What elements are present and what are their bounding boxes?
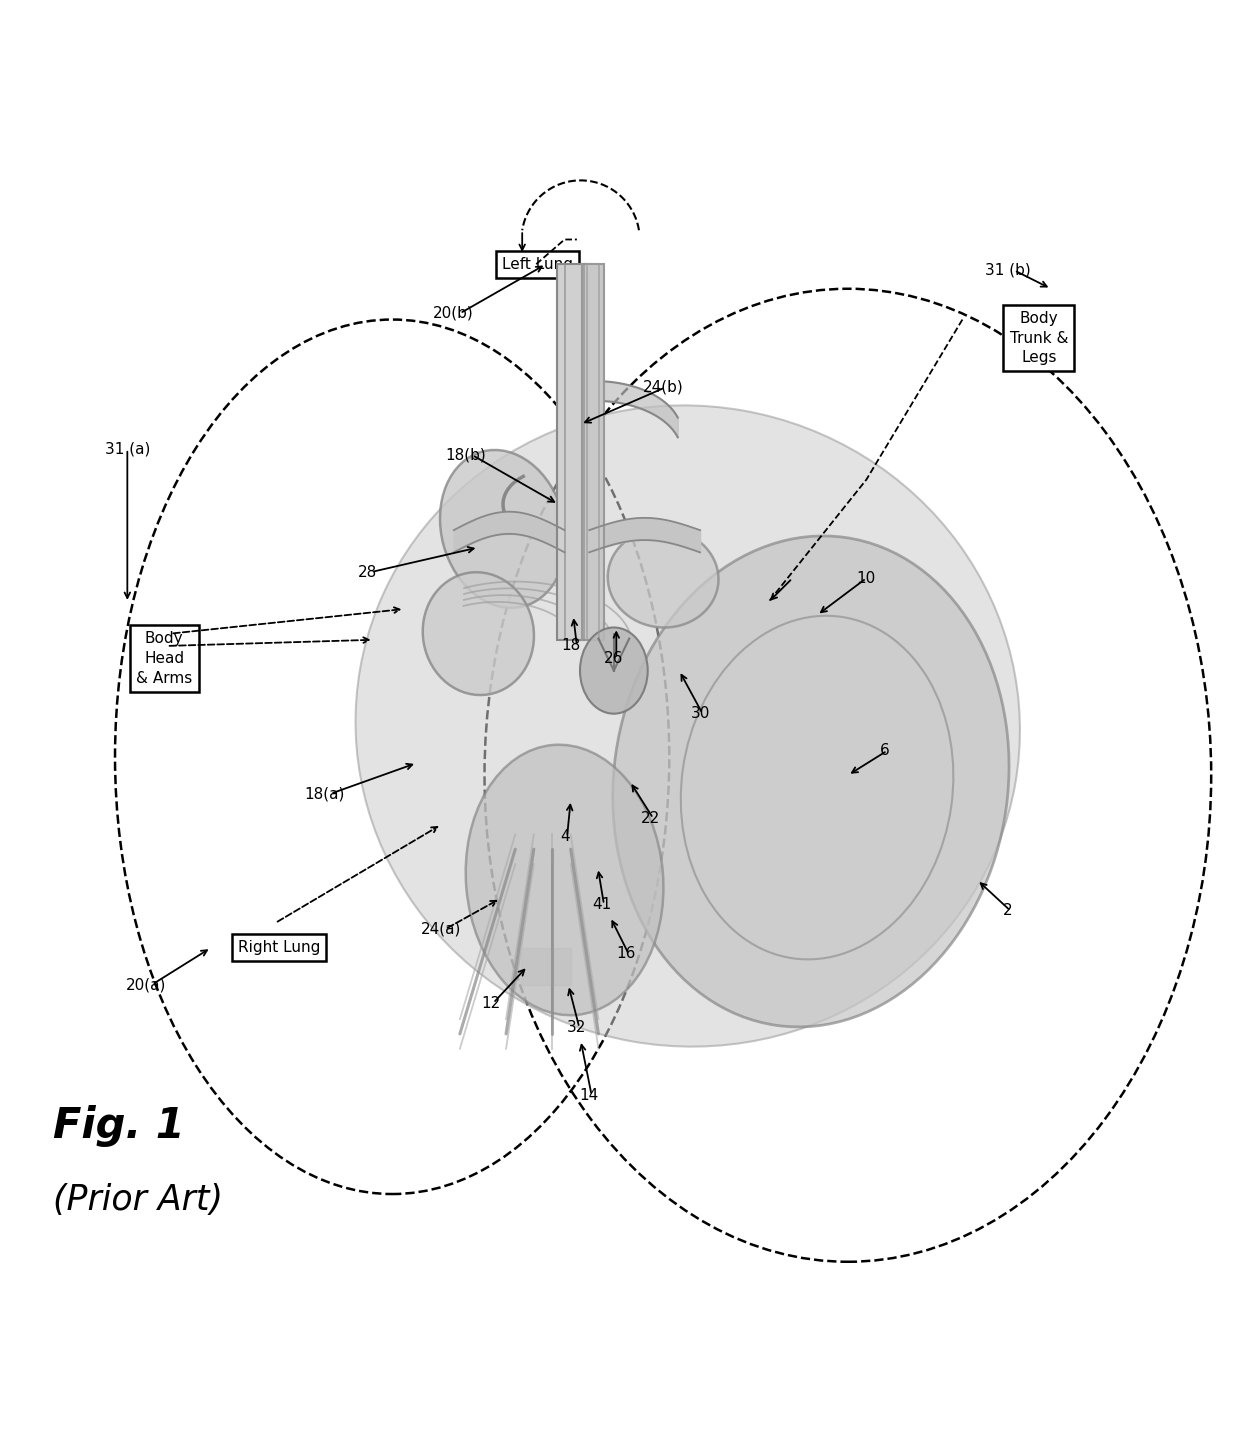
Text: 16: 16 — [616, 947, 636, 961]
Text: 41: 41 — [591, 897, 611, 912]
Text: Body
Trunk &
Legs: Body Trunk & Legs — [1009, 311, 1068, 366]
Ellipse shape — [423, 572, 534, 696]
Bar — [557, 264, 591, 640]
Ellipse shape — [466, 745, 663, 1015]
Ellipse shape — [608, 529, 718, 627]
Bar — [582, 264, 604, 640]
Ellipse shape — [613, 536, 1009, 1027]
Text: 31 (a): 31 (a) — [104, 441, 150, 456]
Text: 6: 6 — [880, 743, 889, 758]
Ellipse shape — [356, 405, 1021, 1047]
Text: Fig. 1: Fig. 1 — [53, 1105, 185, 1147]
Text: 24(a): 24(a) — [422, 922, 461, 937]
Text: 30: 30 — [691, 706, 709, 722]
Text: 18(a): 18(a) — [304, 786, 345, 802]
Ellipse shape — [440, 450, 565, 608]
Text: 28: 28 — [358, 565, 377, 579]
Ellipse shape — [580, 627, 647, 714]
Text: Left Lung: Left Lung — [502, 257, 573, 272]
Text: 18(b): 18(b) — [445, 447, 486, 463]
Text: 31 (b): 31 (b) — [985, 263, 1030, 277]
Text: 4: 4 — [559, 829, 569, 845]
Text: 20(b): 20(b) — [433, 306, 474, 321]
Text: 22: 22 — [641, 810, 661, 826]
Text: 14: 14 — [579, 1088, 599, 1104]
Text: 2: 2 — [1003, 903, 1013, 918]
Text: Body
Head
& Arms: Body Head & Arms — [136, 632, 192, 685]
Text: Right Lung: Right Lung — [238, 941, 320, 955]
Text: 20(a): 20(a) — [125, 977, 166, 992]
Text: 18: 18 — [562, 639, 580, 653]
Text: 10: 10 — [857, 571, 875, 585]
Text: 26: 26 — [604, 650, 624, 666]
Text: 24(b): 24(b) — [642, 380, 683, 395]
Text: 32: 32 — [567, 1021, 587, 1035]
Text: 12: 12 — [481, 996, 500, 1011]
Text: (Prior Art): (Prior Art) — [53, 1183, 223, 1217]
